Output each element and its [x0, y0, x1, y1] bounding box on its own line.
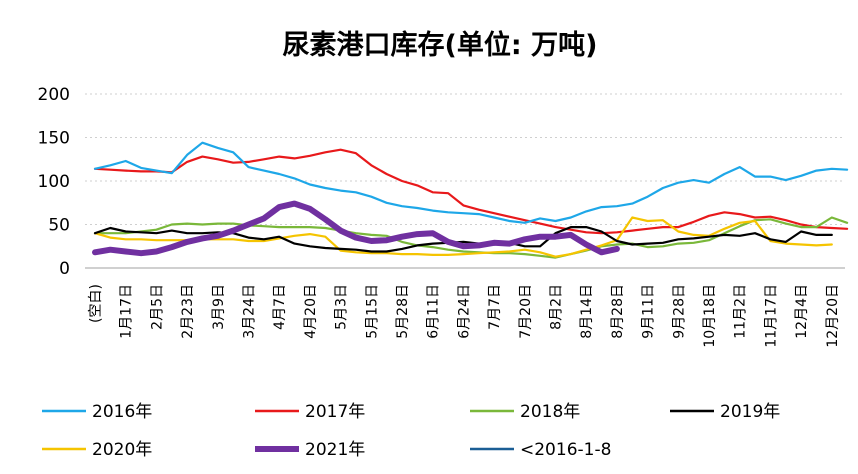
legend-label: <2016-1-8 — [520, 440, 611, 460]
y-tick-label: 50 — [48, 216, 70, 236]
x-tick-label: 4月7日 — [272, 284, 288, 330]
series-line-1 — [93, 148, 849, 235]
x-tick-label: 4月20日 — [303, 284, 319, 339]
legend-label: 2021年 — [305, 440, 365, 460]
x-tick-label: 6月24日 — [456, 284, 472, 339]
x-tick-label: 5月15日 — [364, 284, 380, 339]
y-tick-label: 100 — [38, 172, 70, 192]
legend-label: 2019年 — [720, 402, 780, 422]
x-tick-label: 9月28日 — [671, 284, 687, 339]
legend: 2016年 2017年 2018年 2019年 2020年 2021年 <2016-1-8 — [42, 402, 780, 460]
x-tick-label: 7月20日 — [518, 284, 534, 339]
x-axis-ticks: (空白) 1月17日 2月5日 2月23日 3月9日 3月24日 4月7日 4月20日 5月3日… — [88, 284, 841, 348]
legend-label: 2018年 — [520, 402, 580, 422]
x-tick-label: (空白) — [88, 284, 104, 323]
x-tick-label: 2月23日 — [180, 284, 196, 339]
x-tick-label: 2月5日 — [149, 284, 165, 330]
legend-label: 2020年 — [92, 440, 152, 460]
x-tick-label: 9月11日 — [641, 284, 657, 339]
series-line-3 — [93, 226, 833, 253]
x-tick-label: 12月20日 — [825, 284, 841, 348]
x-tick-label: 11月2日 — [733, 284, 749, 339]
x-tick-label: 10月18日 — [702, 284, 718, 348]
x-tick-label: 8月14日 — [579, 284, 595, 339]
x-tick-label: 12月4日 — [794, 284, 810, 339]
y-tick-label: 200 — [38, 85, 70, 105]
x-tick-label: 8月2日 — [549, 284, 565, 330]
y-tick-label: 0 — [59, 259, 70, 279]
series-lines — [92, 141, 849, 259]
legend-label: 2017年 — [305, 402, 365, 422]
x-tick-label: 1月17日 — [119, 284, 135, 339]
legend-label: 2016年 — [92, 402, 152, 422]
y-tick-label: 150 — [38, 129, 70, 149]
x-tick-label: 3月24日 — [242, 284, 258, 339]
x-tick-label: 5月28日 — [395, 284, 411, 339]
x-tick-label: 6月11日 — [426, 284, 442, 339]
x-tick-label: 3月9日 — [211, 284, 227, 330]
x-tick-label: 5月3日 — [334, 284, 350, 330]
series-line-5 — [92, 200, 620, 257]
x-tick-label: 11月17日 — [763, 284, 779, 348]
x-tick-label: 7月7日 — [487, 284, 503, 330]
x-tick-label: 8月28日 — [610, 284, 626, 339]
y-axis-ticks: 0 50 100 150 200 — [38, 85, 70, 279]
chart-title: 尿素港口库存(单位: 万吨) — [283, 29, 598, 61]
series-line-0 — [93, 141, 849, 224]
